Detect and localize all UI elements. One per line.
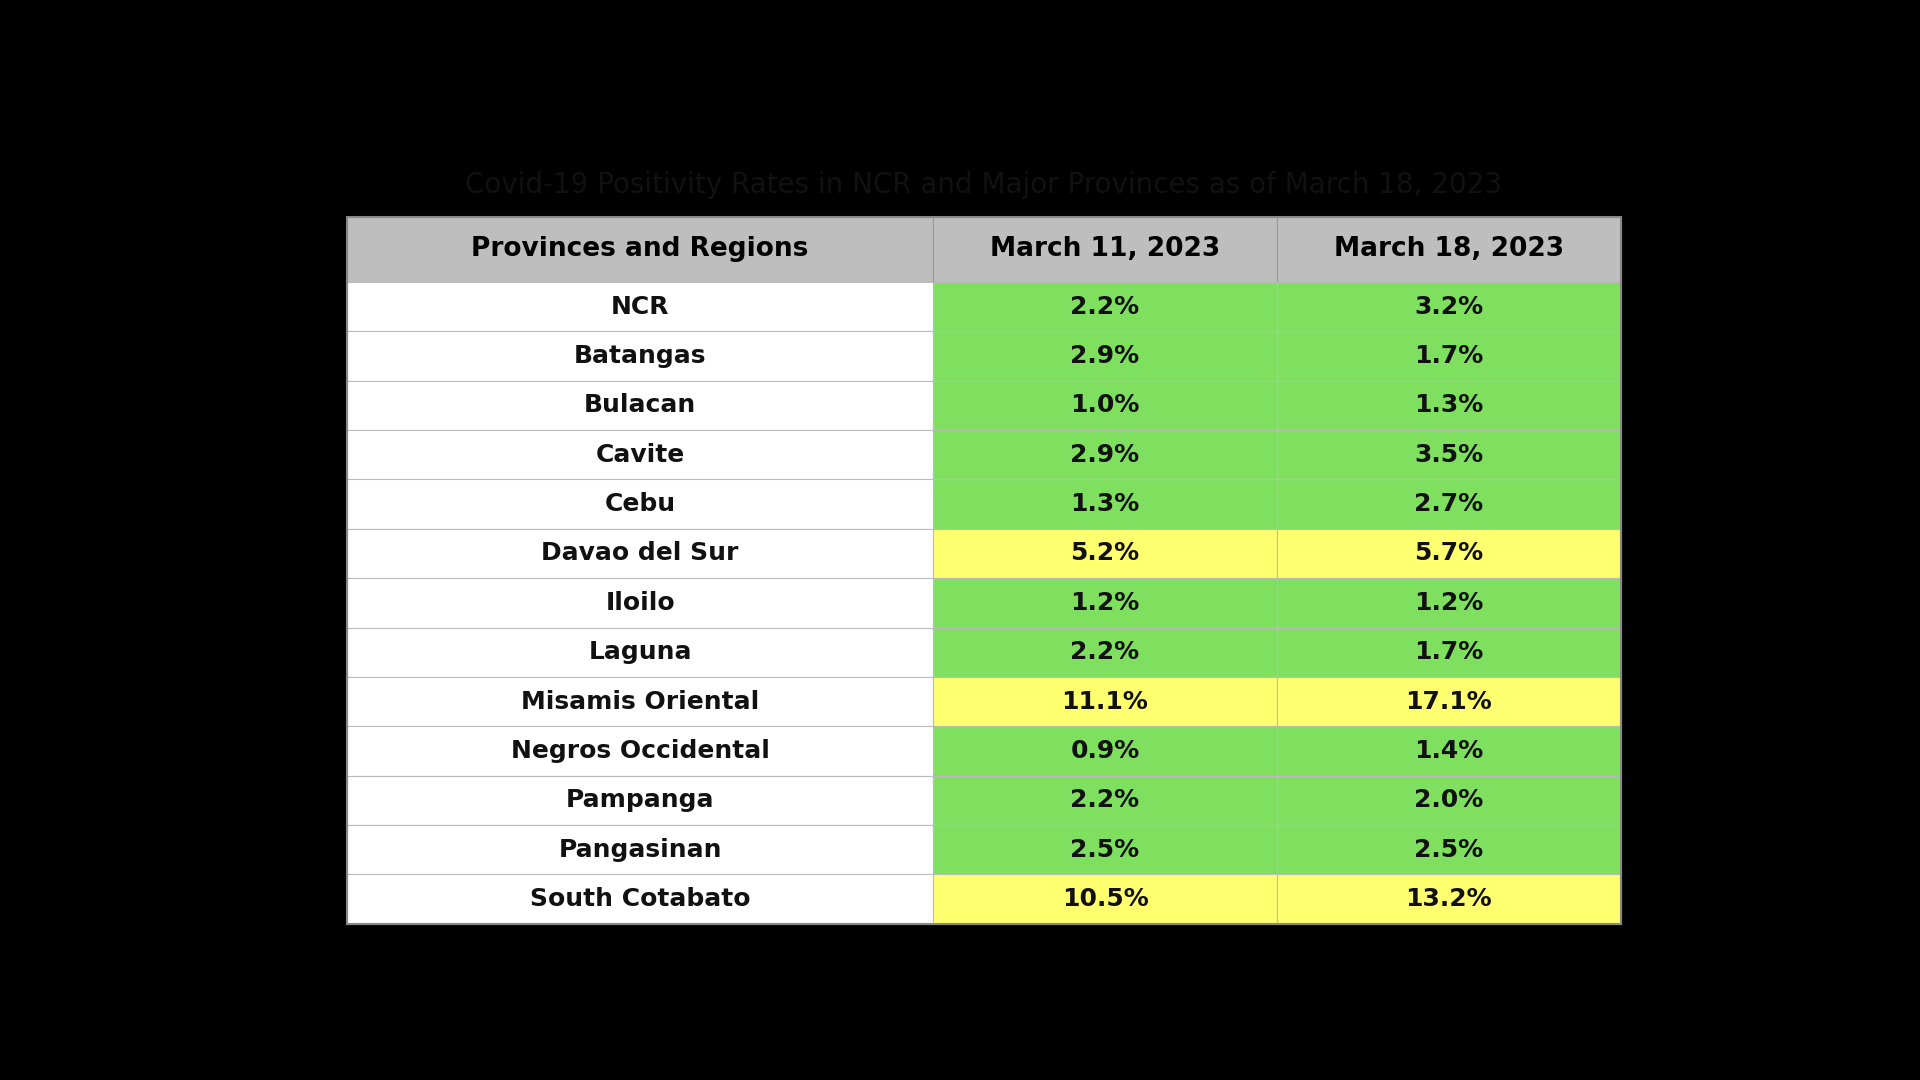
Text: 5.2%: 5.2% <box>1071 541 1140 566</box>
Text: Batangas: Batangas <box>574 345 707 368</box>
Bar <box>933 875 1277 923</box>
Text: 1.2%: 1.2% <box>1069 591 1140 615</box>
Text: 2.2%: 2.2% <box>1071 788 1140 812</box>
Bar <box>1277 529 1620 578</box>
Text: March 11, 2023: March 11, 2023 <box>991 237 1219 262</box>
Bar <box>1277 775 1620 825</box>
Bar <box>933 282 1277 332</box>
Text: Pampanga: Pampanga <box>566 788 714 812</box>
Text: 2.9%: 2.9% <box>1071 345 1140 368</box>
Bar <box>348 332 933 380</box>
Text: 1.0%: 1.0% <box>1069 393 1140 417</box>
Bar <box>348 578 933 627</box>
Bar <box>348 875 933 923</box>
Text: 0.9%: 0.9% <box>1069 739 1140 762</box>
Bar <box>348 380 933 430</box>
Text: 1.4%: 1.4% <box>1415 739 1484 762</box>
Text: 17.1%: 17.1% <box>1405 690 1492 714</box>
Text: 1.7%: 1.7% <box>1415 345 1484 368</box>
Bar <box>348 217 933 282</box>
Bar <box>348 825 933 875</box>
Text: Laguna: Laguna <box>588 640 691 664</box>
Text: 10.5%: 10.5% <box>1062 887 1148 912</box>
Text: 1.7%: 1.7% <box>1415 640 1484 664</box>
Bar <box>1277 380 1620 430</box>
Bar <box>1277 480 1620 529</box>
Bar <box>348 726 933 775</box>
Bar <box>348 217 1620 923</box>
Text: 11.1%: 11.1% <box>1062 690 1148 714</box>
Bar <box>1277 627 1620 677</box>
Bar <box>348 282 933 332</box>
Text: Cavite: Cavite <box>595 443 685 467</box>
Bar <box>348 627 933 677</box>
Text: Covid-19 Positivity Rates in NCR and Major Provinces as of March 18, 2023: Covid-19 Positivity Rates in NCR and Maj… <box>465 172 1503 200</box>
Text: 2.2%: 2.2% <box>1071 640 1140 664</box>
Bar <box>933 480 1277 529</box>
Bar <box>348 430 933 480</box>
Text: 1.2%: 1.2% <box>1415 591 1484 615</box>
Text: 2.0%: 2.0% <box>1415 788 1484 812</box>
Text: 2.5%: 2.5% <box>1071 838 1140 862</box>
Text: Provinces and Regions: Provinces and Regions <box>472 237 808 262</box>
Text: Davao del Sur: Davao del Sur <box>541 541 739 566</box>
Text: NCR: NCR <box>611 295 670 319</box>
Text: Negros Occidental: Negros Occidental <box>511 739 770 762</box>
Bar <box>933 217 1277 282</box>
Bar <box>933 726 1277 775</box>
Text: 2.9%: 2.9% <box>1071 443 1140 467</box>
Bar <box>1277 677 1620 726</box>
Bar <box>1277 282 1620 332</box>
Bar <box>933 529 1277 578</box>
Bar <box>933 578 1277 627</box>
Bar <box>1277 726 1620 775</box>
Text: 1.3%: 1.3% <box>1415 393 1484 417</box>
Bar <box>933 677 1277 726</box>
Bar <box>1277 875 1620 923</box>
Text: Bulacan: Bulacan <box>584 393 697 417</box>
Bar <box>1277 217 1620 282</box>
Bar <box>933 430 1277 480</box>
Bar <box>933 380 1277 430</box>
Text: 3.2%: 3.2% <box>1415 295 1484 319</box>
Text: Pangasinan: Pangasinan <box>559 838 722 862</box>
Bar <box>1277 578 1620 627</box>
Bar <box>933 775 1277 825</box>
Bar <box>933 627 1277 677</box>
Bar <box>933 825 1277 875</box>
Bar <box>348 529 933 578</box>
Text: 2.2%: 2.2% <box>1071 295 1140 319</box>
Text: Iloilo: Iloilo <box>605 591 676 615</box>
Bar <box>348 775 933 825</box>
Bar <box>348 480 933 529</box>
Bar <box>348 217 1620 923</box>
Bar <box>933 332 1277 380</box>
Text: 5.7%: 5.7% <box>1415 541 1484 566</box>
Text: March 18, 2023: March 18, 2023 <box>1334 237 1565 262</box>
Bar <box>1277 825 1620 875</box>
Text: 1.3%: 1.3% <box>1069 492 1140 516</box>
Bar <box>1277 332 1620 380</box>
Bar <box>1277 430 1620 480</box>
Text: 2.7%: 2.7% <box>1415 492 1484 516</box>
Text: 2.5%: 2.5% <box>1415 838 1484 862</box>
Text: 13.2%: 13.2% <box>1405 887 1492 912</box>
Bar <box>348 677 933 726</box>
Text: Misamis Oriental: Misamis Oriental <box>520 690 758 714</box>
Text: Cebu: Cebu <box>605 492 676 516</box>
Text: 3.5%: 3.5% <box>1415 443 1484 467</box>
Text: South Cotabato: South Cotabato <box>530 887 751 912</box>
